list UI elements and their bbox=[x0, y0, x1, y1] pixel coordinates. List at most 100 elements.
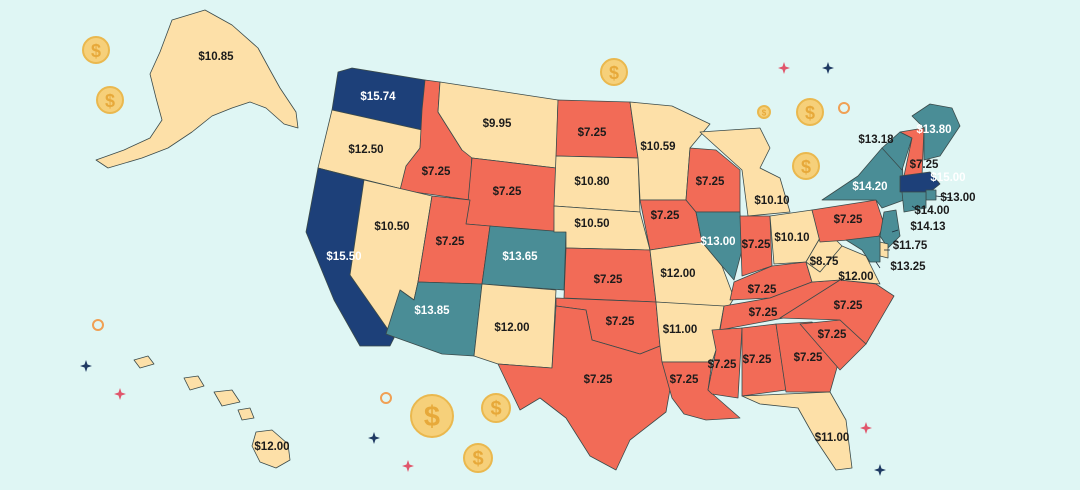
wage-label-la: $7.25 bbox=[670, 374, 699, 386]
hi-islet-4 bbox=[237, 407, 255, 421]
wage-label-ky: $7.25 bbox=[748, 284, 777, 296]
state-ak[interactable] bbox=[95, 9, 299, 169]
state-il[interactable] bbox=[695, 211, 743, 281]
wage-label-mo: $12.00 bbox=[660, 268, 695, 280]
wage-label-mn: $10.59 bbox=[640, 141, 675, 153]
dollar-glyph: $ bbox=[762, 109, 767, 118]
wage-label-ia: $7.25 bbox=[651, 210, 680, 222]
wage-label-ok: $7.25 bbox=[606, 316, 635, 328]
dollar-glyph: $ bbox=[801, 157, 811, 177]
state-md[interactable] bbox=[845, 235, 881, 263]
state-tx[interactable] bbox=[497, 305, 673, 471]
state-ct[interactable] bbox=[901, 191, 927, 213]
coins-layer: $ $ $ $ $ $ $ $ $ bbox=[82, 36, 824, 473]
wage-label-oh: $10.10 bbox=[774, 232, 809, 244]
dollar-coin-icon: $ bbox=[82, 36, 110, 64]
dollar-glyph: $ bbox=[490, 398, 501, 420]
hi-islet-1 bbox=[133, 355, 155, 369]
wage-label-ut: $7.25 bbox=[436, 236, 465, 248]
sparkle-icon bbox=[778, 62, 790, 74]
wage-label-md: $13.25 bbox=[890, 261, 926, 273]
wage-label-sc: $7.25 bbox=[818, 329, 847, 341]
sparkle-icon bbox=[860, 422, 872, 434]
wage-label-fl: $11.00 bbox=[815, 432, 850, 444]
wage-label-nv: $10.50 bbox=[374, 221, 409, 233]
wage-label-nd: $7.25 bbox=[578, 127, 607, 139]
dollar-glyph: $ bbox=[609, 63, 619, 83]
wage-label-vt: $13.18 bbox=[858, 134, 894, 146]
wage-label-wa: $15.74 bbox=[360, 91, 396, 103]
wage-label-ca: $15.50 bbox=[326, 251, 361, 263]
dollar-glyph: $ bbox=[472, 448, 483, 470]
wage-label-ne: $10.50 bbox=[574, 218, 609, 230]
wage-label-wv: $8.75 bbox=[810, 256, 839, 268]
ring-icon bbox=[838, 102, 850, 114]
state-me[interactable] bbox=[911, 103, 961, 161]
states-layer bbox=[95, 9, 961, 471]
hi-islet-3 bbox=[213, 389, 241, 407]
wage-label-tn: $7.25 bbox=[749, 307, 778, 319]
wage-label-ks: $7.25 bbox=[594, 274, 623, 286]
wage-label-ny: $14.20 bbox=[852, 181, 887, 193]
wage-label-id: $7.25 bbox=[422, 166, 451, 178]
wage-label-az: $13.85 bbox=[414, 305, 450, 317]
wage-label-nj: $14.13 bbox=[910, 221, 945, 233]
dollar-glyph: $ bbox=[424, 401, 440, 433]
state-az[interactable] bbox=[385, 281, 483, 357]
wage-label-nm: $12.00 bbox=[494, 322, 529, 334]
wage-label-ct: $14.00 bbox=[914, 205, 949, 217]
dollar-coin-icon: $ bbox=[792, 152, 820, 180]
wage-label-ms: $7.25 bbox=[708, 359, 737, 371]
wage-label-me: $13.80 bbox=[916, 124, 951, 136]
sparkle-icon bbox=[402, 460, 414, 472]
wage-label-va: $12.00 bbox=[838, 271, 873, 283]
state-la[interactable] bbox=[661, 361, 741, 421]
state-fl[interactable] bbox=[741, 391, 853, 471]
wage-label-ri: $13.00 bbox=[940, 192, 975, 204]
dollar-coin-icon: $ bbox=[481, 393, 511, 423]
state-nj[interactable] bbox=[879, 209, 901, 249]
wage-label-il: $13.00 bbox=[700, 236, 735, 248]
wage-label-mt: $9.95 bbox=[483, 118, 512, 130]
state-ri[interactable] bbox=[925, 189, 937, 201]
dollar-coin-icon: $ bbox=[796, 98, 824, 126]
sparkle-icon bbox=[822, 62, 834, 74]
wage-label-nh: $7.25 bbox=[910, 159, 939, 171]
dollar-coin-icon: $ bbox=[757, 105, 771, 119]
wage-label-ma: $15.00 bbox=[930, 172, 965, 184]
dollar-coin-icon: $ bbox=[96, 86, 124, 114]
wage-label-ga: $7.25 bbox=[794, 352, 823, 364]
wage-label-nc: $7.25 bbox=[834, 300, 863, 312]
sparkle-icon bbox=[874, 464, 886, 476]
dollar-coin-icon: $ bbox=[600, 58, 628, 86]
dollar-glyph: $ bbox=[91, 41, 101, 61]
wage-label-co: $13.65 bbox=[502, 251, 538, 263]
state-hi[interactable] bbox=[251, 429, 291, 469]
dollar-glyph: $ bbox=[105, 91, 115, 111]
leader-lines bbox=[875, 195, 953, 269]
dollar-coin-icon: $ bbox=[410, 394, 454, 438]
wage-label-or: $12.50 bbox=[348, 144, 383, 156]
wage-label-al: $7.25 bbox=[743, 354, 772, 366]
labels-layer: $10.85 $12.00 $15.74 $12.50 $15.50 $7.25 $10.5… bbox=[198, 51, 975, 453]
wage-label-sd: $10.80 bbox=[574, 176, 609, 188]
ring-icon bbox=[92, 319, 104, 331]
wage-label-ak: $10.85 bbox=[198, 51, 234, 63]
wage-label-wy: $7.25 bbox=[493, 186, 522, 198]
dollar-glyph: $ bbox=[805, 103, 815, 123]
sparkle-icon bbox=[80, 360, 92, 372]
wage-label-in: $7.25 bbox=[742, 239, 771, 251]
decor-layer bbox=[80, 62, 886, 476]
sparkle-icon bbox=[114, 388, 126, 400]
state-mi[interactable] bbox=[699, 127, 791, 217]
wage-label-wi: $7.25 bbox=[696, 176, 725, 188]
state-ma[interactable] bbox=[899, 171, 941, 193]
wage-label-hi: $12.00 bbox=[254, 441, 289, 453]
wage-label-ar: $11.00 bbox=[663, 324, 698, 336]
dollar-coin-icon: $ bbox=[463, 443, 493, 473]
wage-label-tx: $7.25 bbox=[584, 374, 613, 386]
wage-label-mi: $10.10 bbox=[754, 195, 789, 207]
hi-islet-2 bbox=[183, 375, 205, 391]
